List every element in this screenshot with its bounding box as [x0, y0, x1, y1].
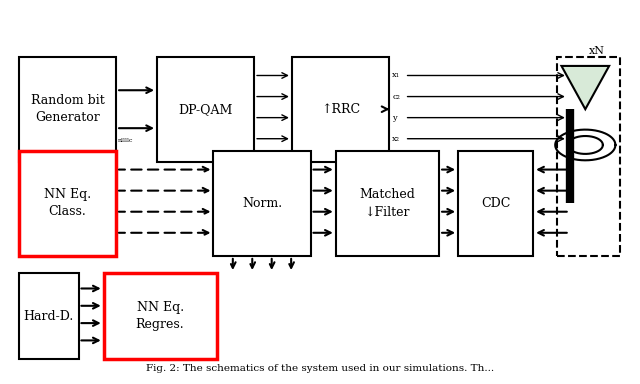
- Text: Random bit
Generator: Random bit Generator: [31, 94, 104, 124]
- Text: DP-QAM: DP-QAM: [179, 103, 233, 116]
- Bar: [213, 151, 310, 256]
- Text: NN Eq.
Regres.: NN Eq. Regres.: [136, 301, 184, 331]
- Text: NN Eq.
Class.: NN Eq. Class.: [44, 188, 91, 218]
- Bar: [19, 273, 79, 359]
- Text: Norm.: Norm.: [242, 197, 282, 210]
- Text: y: y: [392, 114, 397, 122]
- Bar: [458, 151, 533, 256]
- Bar: [19, 56, 116, 162]
- Polygon shape: [561, 66, 609, 109]
- Bar: [157, 56, 254, 162]
- Text: x₁: x₁: [392, 71, 400, 79]
- Text: ↑RRC: ↑RRC: [321, 103, 360, 116]
- Text: c₂: c₂: [392, 93, 400, 101]
- Text: xN: xN: [588, 46, 604, 56]
- Bar: [292, 56, 389, 162]
- Text: Fig. 2: The schematics of the system used in our simulations. Th...: Fig. 2: The schematics of the system use…: [146, 364, 494, 373]
- Text: CDC: CDC: [481, 197, 510, 210]
- Text: nllllc: nllllc: [118, 138, 134, 143]
- Bar: [104, 273, 216, 359]
- Bar: [336, 151, 439, 256]
- Text: Matched
↓Filter: Matched ↓Filter: [360, 188, 415, 218]
- Text: x₂: x₂: [392, 135, 400, 143]
- Bar: [557, 56, 620, 256]
- Bar: [19, 151, 116, 256]
- Text: Hard-D.: Hard-D.: [24, 310, 74, 323]
